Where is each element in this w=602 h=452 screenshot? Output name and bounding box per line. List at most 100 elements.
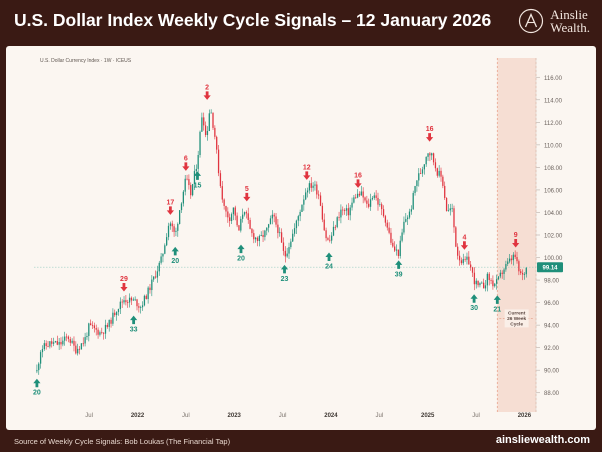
cycle-low-arrow-icon xyxy=(193,171,202,180)
weekly-candle xyxy=(464,259,466,260)
weekly-candle xyxy=(52,342,55,344)
cycle-low-label: 21 xyxy=(493,306,501,313)
weekly-candle xyxy=(104,324,107,334)
weekly-candle xyxy=(58,341,60,345)
weekly-candle xyxy=(199,131,201,155)
weekly-candle xyxy=(470,264,472,268)
weekly-candle xyxy=(38,363,40,371)
weekly-candle xyxy=(80,343,83,350)
weekly-candle xyxy=(282,242,285,251)
website-link[interactable]: ainsliewealth.com xyxy=(495,434,590,446)
weekly-candle xyxy=(186,178,188,180)
weekly-candle xyxy=(175,230,177,232)
cycle-low-label: 20 xyxy=(33,390,41,397)
weekly-candle xyxy=(108,319,110,327)
weekly-candle xyxy=(466,256,468,260)
weekly-candle xyxy=(279,232,281,234)
x-tick-label: 2024 xyxy=(324,413,338,419)
weekly-candle xyxy=(258,235,260,242)
x-tick-label: Jul xyxy=(279,413,287,419)
cycle-low-arrow-icon xyxy=(493,295,501,304)
weekly-candle xyxy=(238,225,240,231)
cycle-low-arrow-icon xyxy=(280,264,289,274)
weekly-candle xyxy=(162,253,164,257)
weekly-candle xyxy=(143,295,146,306)
weekly-candle xyxy=(451,208,453,210)
weekly-candle xyxy=(375,195,377,198)
weekly-candle xyxy=(442,176,444,186)
weekly-candle xyxy=(149,287,151,291)
weekly-candle xyxy=(102,332,105,334)
brand-name-line1: Ainslie xyxy=(550,7,588,22)
weekly-candle xyxy=(520,271,522,273)
weekly-candle xyxy=(432,153,435,163)
weekly-candle xyxy=(460,260,463,264)
weekly-candle xyxy=(334,226,336,228)
y-tick-label: 116.00 xyxy=(544,76,563,82)
dxy-weekly-chart: 88.00 90.00 92.00 94.00 96.00 98.00 100.00 102.… xyxy=(33,58,563,419)
weekly-candle xyxy=(273,214,275,217)
weekly-candle xyxy=(249,220,251,229)
weekly-candle xyxy=(477,280,479,286)
weekly-candle xyxy=(355,197,357,199)
cycle-high-arrow-icon xyxy=(203,91,211,100)
weekly-candle xyxy=(45,343,47,347)
weekly-candle xyxy=(349,207,351,216)
weekly-candle xyxy=(510,258,513,261)
weekly-candle xyxy=(395,249,398,251)
y-tick-label: 100.00 xyxy=(544,256,563,262)
weekly-candle xyxy=(431,153,433,156)
weekly-candle xyxy=(484,285,487,289)
last-price-label: 99.14 xyxy=(542,266,558,272)
weekly-candle xyxy=(254,237,257,240)
current-cycle-label: Current xyxy=(508,310,526,316)
weekly-candle xyxy=(77,348,79,354)
cycle-low-label: 39 xyxy=(395,271,403,278)
weekly-candle xyxy=(390,232,392,243)
cycle-high-label: 9 xyxy=(514,232,518,239)
weekly-candle xyxy=(458,255,461,261)
y-tick-label: 102.00 xyxy=(544,234,563,240)
weekly-candle xyxy=(427,153,429,157)
weekly-candle xyxy=(82,343,84,345)
y-tick-label: 94.00 xyxy=(544,324,560,330)
weekly-candle xyxy=(158,262,160,272)
weekly-candle xyxy=(405,219,407,222)
weekly-candle xyxy=(286,253,288,257)
cycle-high-label: 16 xyxy=(426,126,434,133)
weekly-candle xyxy=(392,242,394,247)
x-tick-label: 2022 xyxy=(131,413,145,419)
weekly-candle xyxy=(468,256,470,265)
weekly-candle xyxy=(125,300,127,303)
y-tick-label: 110.00 xyxy=(544,143,563,149)
weekly-candle xyxy=(193,171,196,185)
weekly-candle xyxy=(166,237,168,246)
weekly-candle xyxy=(164,245,166,254)
weekly-candle xyxy=(182,191,184,204)
weekly-candle xyxy=(373,195,375,198)
cycle-low-arrow-icon xyxy=(237,244,245,254)
weekly-candle xyxy=(151,279,153,291)
weekly-candle xyxy=(115,312,118,316)
weekly-candle xyxy=(501,272,503,274)
cycle-high-arrow-icon xyxy=(243,192,251,202)
cycle-low-arrow-icon xyxy=(470,294,478,303)
weekly-candle xyxy=(51,341,53,344)
weekly-candle xyxy=(299,211,301,217)
cycle-high-arrow-icon xyxy=(166,206,174,215)
weekly-candle xyxy=(128,297,131,303)
weekly-candle xyxy=(505,264,507,270)
cycle-high-label: 12 xyxy=(303,164,311,171)
weekly-candle xyxy=(338,217,340,219)
weekly-candle xyxy=(227,211,229,218)
weekly-candle xyxy=(245,212,248,214)
weekly-candle xyxy=(436,168,438,176)
weekly-candle xyxy=(330,235,333,241)
weekly-candle xyxy=(486,273,489,286)
weekly-candle xyxy=(516,257,518,262)
cycle-low-label: 23 xyxy=(281,276,289,283)
cycle-low-arrow-icon xyxy=(130,315,138,325)
y-tick-label: 112.00 xyxy=(544,121,563,127)
weekly-candle xyxy=(112,312,114,324)
weekly-candle xyxy=(356,193,359,198)
